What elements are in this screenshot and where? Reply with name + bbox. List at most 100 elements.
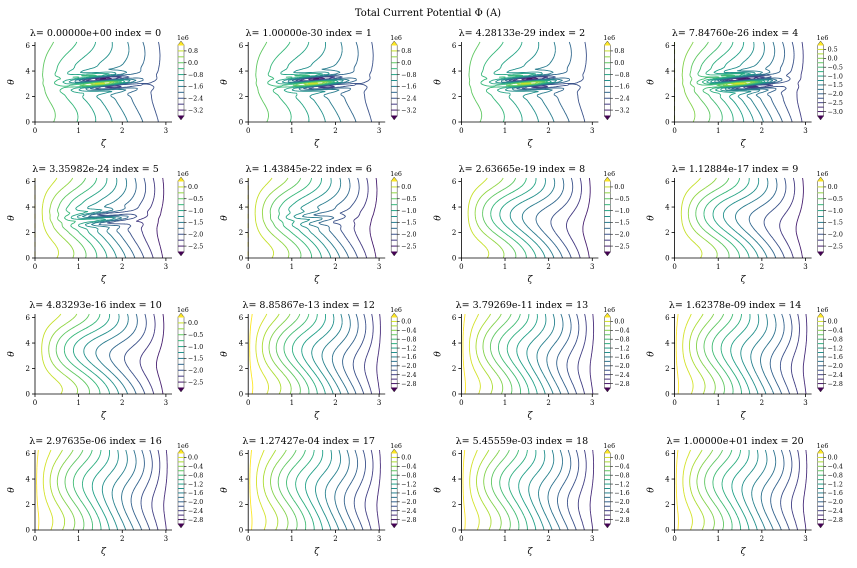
y-tick-label: 4 <box>239 204 244 212</box>
x-tick-label: 3 <box>164 263 168 271</box>
contour-level <box>270 449 289 531</box>
colorbar-tick-label: −2.8 <box>614 381 629 388</box>
colorbar-tick-label: 0.5 <box>828 47 838 54</box>
colorbar-tick-label: −2.0 <box>401 231 416 238</box>
colorbar: 0.8 0.0 −0.8 −1.6 −2.4 −3.2 1e6 <box>390 35 416 121</box>
contour-level <box>262 449 279 531</box>
y-tick-label: 2 <box>452 93 456 101</box>
contour-level <box>482 177 517 259</box>
colorbar-tick-label: −2.4 <box>828 508 843 515</box>
x-axis-label: ζ <box>314 547 320 557</box>
contour-level <box>482 313 504 395</box>
y-tick-label: 2 <box>665 93 669 101</box>
contour-level <box>42 449 54 531</box>
y-tick-label: 2 <box>665 229 669 237</box>
y-tick-label: 2 <box>26 93 30 101</box>
contour-level <box>293 177 332 259</box>
contour-level <box>720 313 742 394</box>
contour-level <box>589 449 595 531</box>
x-tick-label: 1 <box>76 263 80 271</box>
contour-level <box>81 449 102 530</box>
contour-level <box>469 449 480 531</box>
x-tick-label: 2 <box>333 399 337 407</box>
contour-level <box>313 177 351 259</box>
contour-level <box>779 177 796 259</box>
colorbar-extend-min <box>177 115 185 121</box>
contour-level <box>791 449 800 531</box>
colorbar-tick-label: −2.8 <box>401 517 416 524</box>
x-axis-label: ζ <box>101 275 107 285</box>
contour-level <box>688 313 706 395</box>
contour-level <box>364 449 374 531</box>
x-tick-label: 1 <box>290 263 294 271</box>
colorbar-tick-label: −0.4 <box>614 328 629 335</box>
colorbar-extend-min <box>603 251 611 257</box>
contour-level <box>94 82 106 85</box>
contour-level <box>462 313 466 395</box>
x-tick-label: 2 <box>333 263 337 271</box>
colorbar-tick-label: −0.8 <box>401 336 416 343</box>
colorbar-tick-label: −2.4 <box>188 95 203 102</box>
colorbar-tick-label: 0.0 <box>614 60 624 67</box>
contour-level <box>696 313 716 395</box>
colorbar-scale-label: 1e6 <box>390 443 402 450</box>
colorbar-extend-min <box>390 251 398 257</box>
colorbar-tick-label: −2.4 <box>828 372 843 379</box>
contour-level <box>156 177 165 259</box>
contour-level <box>140 449 153 531</box>
subplot-title: λ= 1.27427e-04 index = 17 <box>242 436 375 447</box>
y-tick-label: 6 <box>452 42 457 50</box>
x-tick-label: 0 <box>459 263 463 271</box>
y-tick-label: 6 <box>26 42 31 50</box>
colorbar-tick-label: −0.4 <box>614 464 629 471</box>
colorbar-scale-label: 1e6 <box>603 35 615 42</box>
colorbar-tick-label: −1.6 <box>188 490 203 497</box>
colorbar-tick-label: −1.6 <box>188 84 203 91</box>
contour-level <box>508 449 528 530</box>
contour-level <box>353 177 369 259</box>
x-axis-label: ζ <box>101 547 107 557</box>
contour-level <box>518 449 537 530</box>
subplot-title: λ= 1.43845e-22 index = 6 <box>245 164 372 175</box>
contour-lines <box>249 449 381 531</box>
contour-lines <box>675 449 808 531</box>
colorbar-tick-label: −3.0 <box>828 109 843 116</box>
subplot-title: λ= 1.12884e-17 index = 9 <box>672 164 799 175</box>
y-tick-label: 4 <box>26 68 31 76</box>
colorbar-tick-label: 0.0 <box>828 56 838 63</box>
contour-level <box>352 313 367 395</box>
contour-level <box>750 313 768 395</box>
y-tick-label: 2 <box>452 229 456 237</box>
colorbar-tick-label: −1.6 <box>828 490 843 497</box>
x-tick-label: 1 <box>290 127 294 135</box>
subplot-title: λ= 4.28133e-29 index = 2 <box>459 28 586 39</box>
x-axis-label: ζ <box>527 275 533 285</box>
colorbar-tick-label: −0.5 <box>401 196 416 203</box>
x-tick-label: 0 <box>246 263 250 271</box>
colorbar-tick-label: 0.0 <box>401 319 411 326</box>
colorbar-extend-min <box>603 115 611 121</box>
contour-level <box>546 313 564 395</box>
subplot-14: 0 1 2 3 0 2 4 6 ζ θ λ= 5.45559e-03 index = 18 0.0 −0… <box>433 436 629 557</box>
subplot-6: 0 1 2 3 0 2 4 6 ζ θ λ= 2.63665e-19 index = 8 0.0 −0.… <box>433 164 629 285</box>
subplot-title: λ= 2.97635e-06 index = 16 <box>29 436 162 447</box>
colorbar-tick-label: −2.8 <box>828 517 843 524</box>
contour-level <box>467 177 490 259</box>
x-tick-label: 1 <box>503 535 507 543</box>
x-tick-label: 3 <box>377 127 381 135</box>
contour-level <box>550 177 574 259</box>
contour-level <box>722 177 760 259</box>
x-tick-label: 0 <box>246 535 250 543</box>
contour-lines <box>249 313 381 395</box>
x-tick-label: 2 <box>760 535 764 543</box>
colorbar-tick-label: 0.8 <box>188 48 198 55</box>
colorbar-tick-label: −1.6 <box>401 490 416 497</box>
x-axis-label: ζ <box>527 411 533 421</box>
colorbar-scale-label: 1e6 <box>817 307 829 314</box>
contour-lines <box>467 177 591 259</box>
colorbar-tick-label: −0.5 <box>614 196 629 203</box>
contour-level <box>735 177 769 259</box>
contour-level <box>566 449 580 531</box>
colorbar-extend-min <box>390 115 398 121</box>
